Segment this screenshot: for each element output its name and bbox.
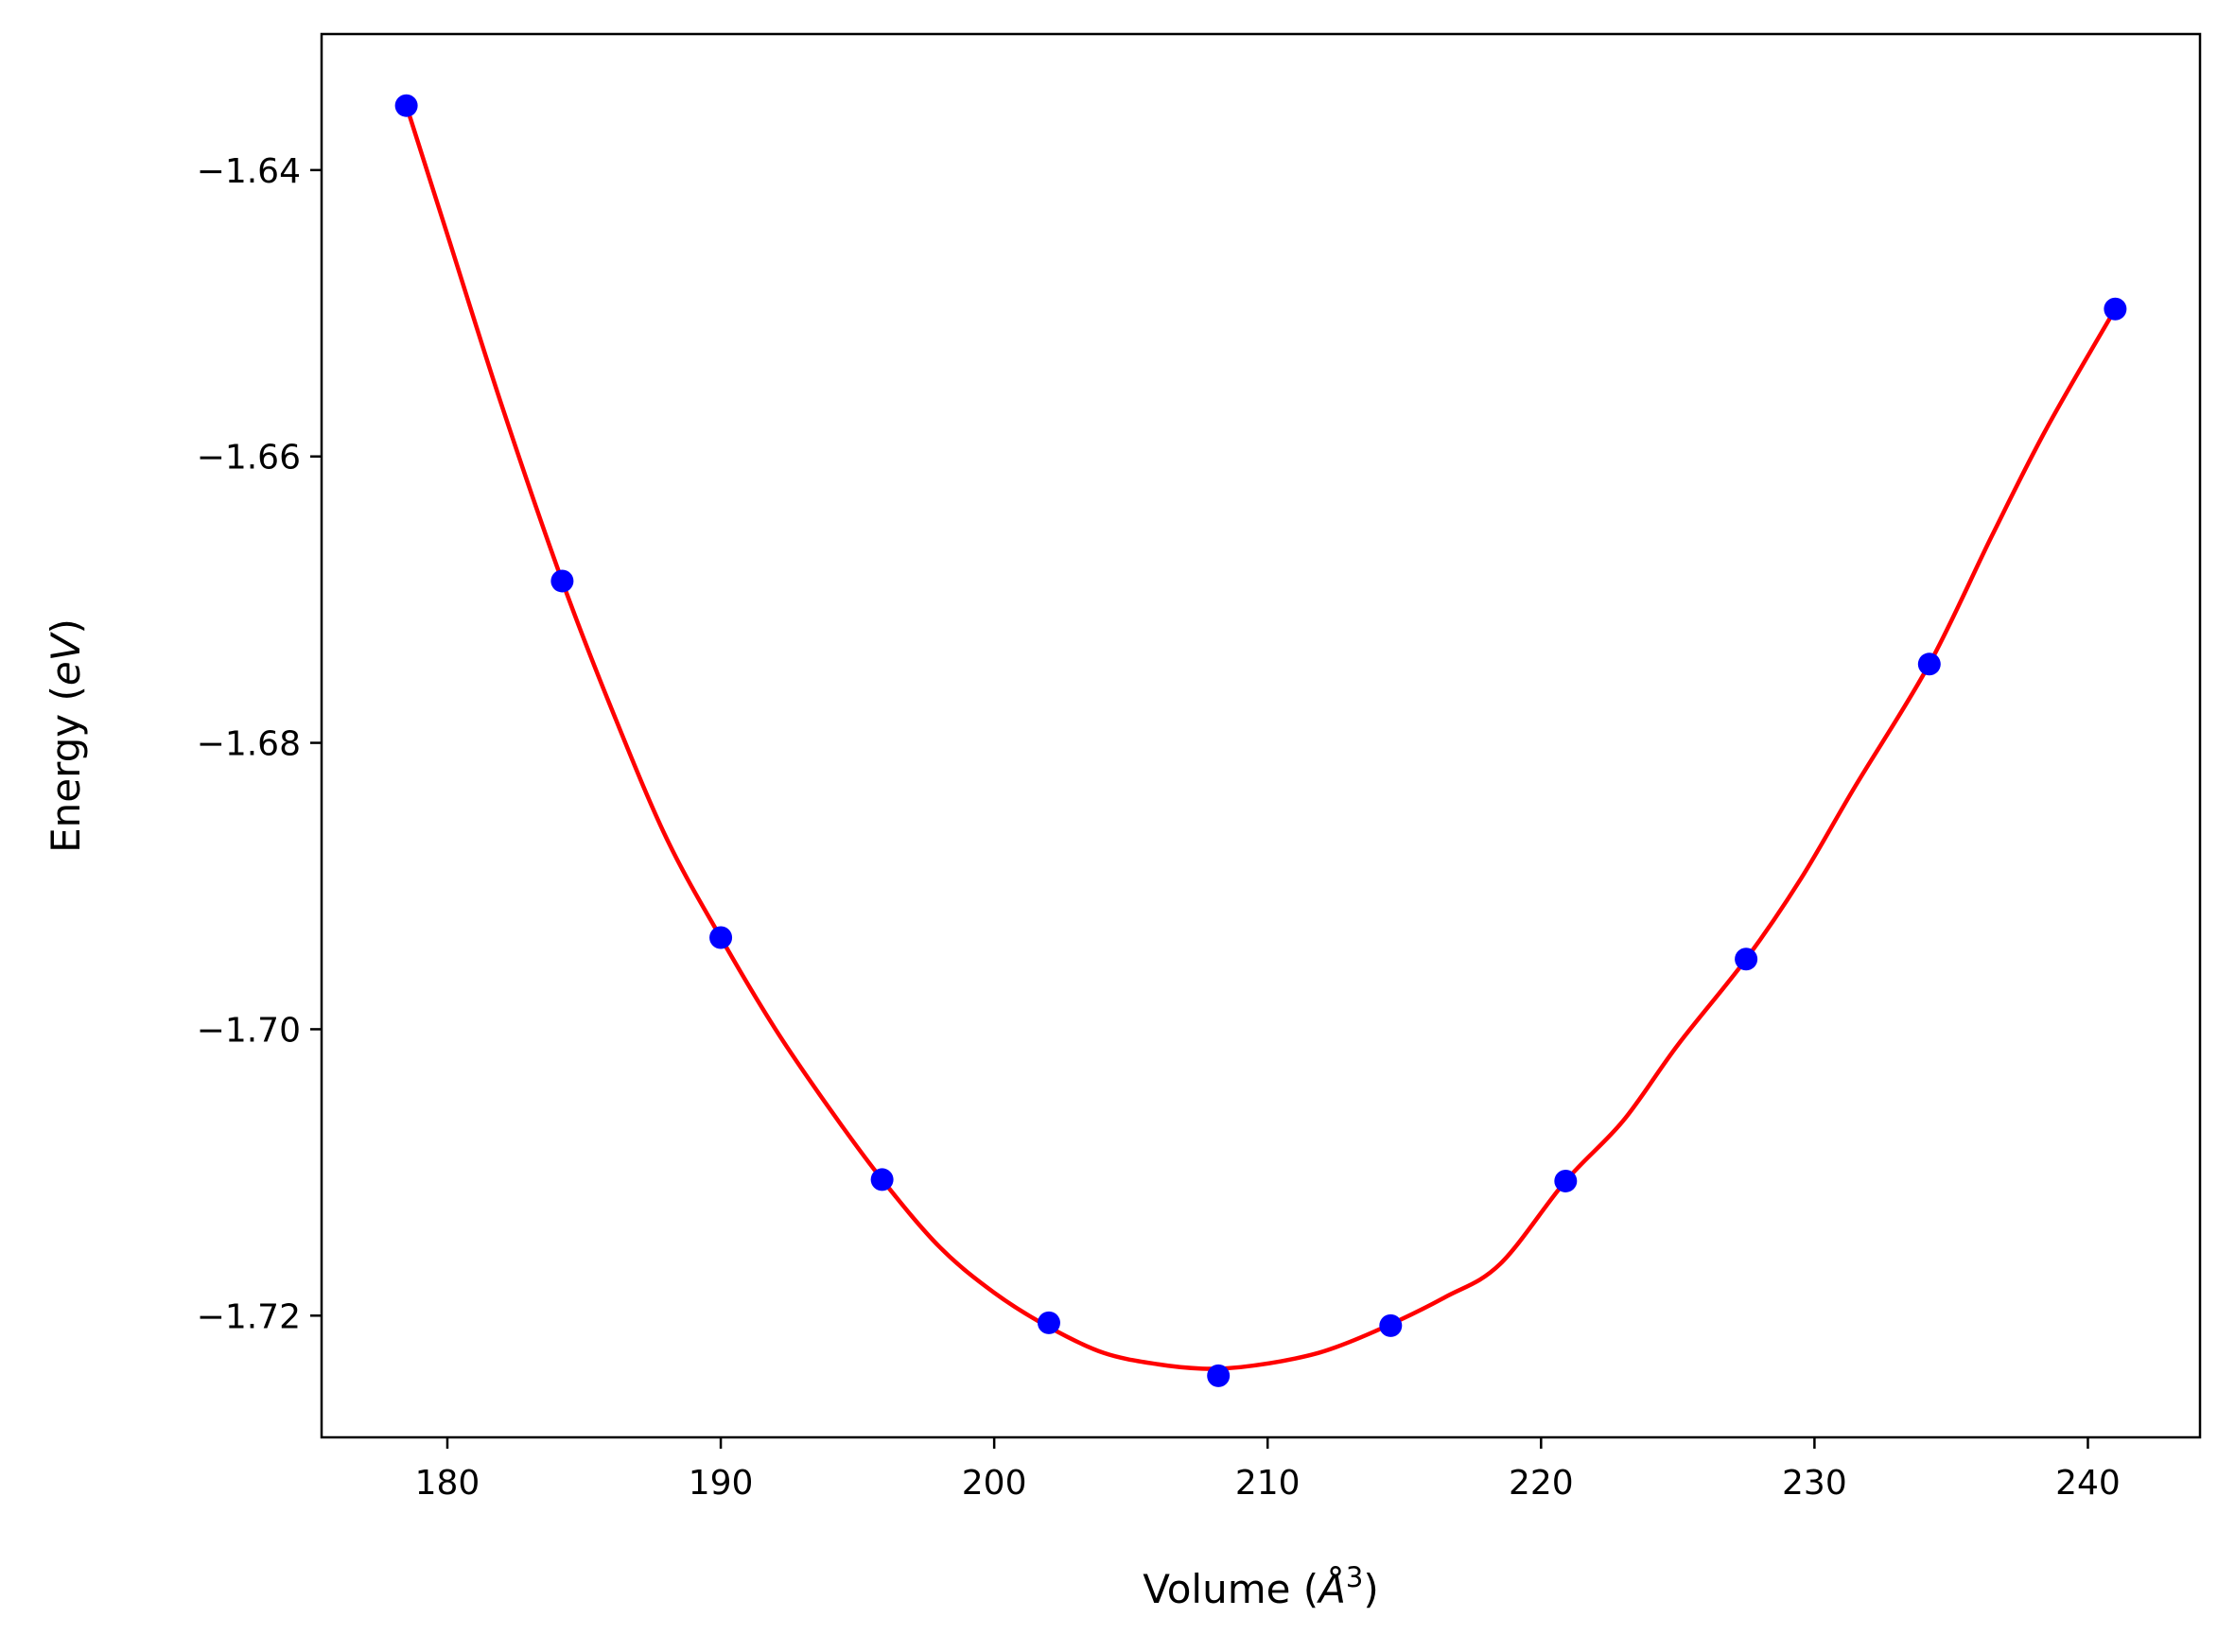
x-tick-label: 200 [962, 1464, 1027, 1503]
fit-curve [404, 105, 2118, 1371]
y-axis-label-prefix: Energy ( [43, 686, 89, 853]
data-point [1735, 948, 1758, 971]
y-tick-label: −1.70 [197, 1011, 301, 1050]
data-point [2104, 297, 2127, 321]
x-axis-label-prefix: Volume ( [1143, 1566, 1318, 1612]
y-tick-label: −1.64 [197, 152, 301, 191]
y-axis-label-unit: eV [43, 631, 89, 686]
x-axis-label-unit: Å [1316, 1565, 1346, 1612]
data-point [870, 1168, 894, 1191]
data-point [1917, 652, 1941, 676]
y-tick-label: −1.66 [197, 439, 301, 478]
data-point [1554, 1169, 1578, 1192]
data-point [550, 569, 574, 593]
data-point [1207, 1364, 1231, 1387]
data-point [1379, 1313, 1403, 1337]
x-axis-ticks: 180 190 200 210 220 230 240 [415, 1437, 2121, 1503]
data-point [709, 926, 733, 949]
y-axis-ticks: −1.64 −1.66 −1.68 −1.70 −1.72 [197, 152, 322, 1336]
x-tick-label: 230 [1782, 1464, 1847, 1503]
fit-curve-layer [404, 105, 2118, 1371]
data-point [1037, 1311, 1060, 1334]
x-tick-label: 210 [1235, 1464, 1301, 1503]
x-axis-label-exponent: 3 [1346, 1561, 1363, 1593]
x-tick-label: 190 [689, 1464, 754, 1503]
plot-frame [320, 32, 2202, 1439]
y-tick-label: −1.72 [197, 1297, 301, 1336]
y-axis-label-suffix: ) [43, 618, 89, 634]
y-tick-label: −1.68 [197, 725, 301, 764]
y-axis-label: Energy (eV) [43, 618, 89, 853]
x-tick-label: 180 [415, 1464, 480, 1503]
data-points-layer [394, 94, 2127, 1387]
x-axis-label: Volume (Å3) [1143, 1561, 1379, 1612]
data-point [394, 94, 418, 117]
x-tick-label: 220 [1509, 1464, 1574, 1503]
x-tick-label: 240 [2055, 1464, 2121, 1503]
x-axis-label-suffix: ) [1363, 1566, 1378, 1612]
